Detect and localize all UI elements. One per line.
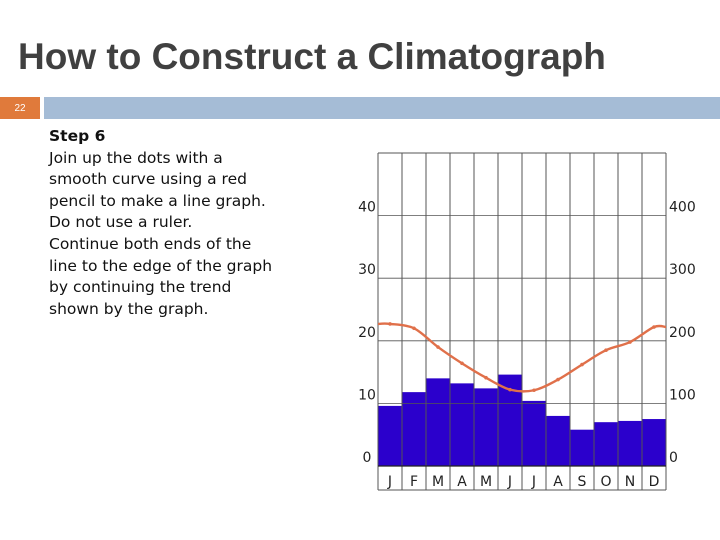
temperature-point bbox=[484, 375, 488, 380]
month-label: O bbox=[600, 474, 611, 490]
precipitation-bar bbox=[522, 400, 546, 466]
instruction-line: Join up the dots with a bbox=[49, 148, 223, 167]
instruction-line: line to the edge of the graph bbox=[49, 256, 273, 275]
temperature-point bbox=[388, 322, 392, 326]
instruction-line: Continue both ends of the bbox=[49, 234, 252, 253]
instruction-line: by continuing the trend bbox=[49, 278, 232, 297]
temperature-point bbox=[508, 387, 512, 392]
precipitation-bar bbox=[618, 420, 642, 466]
month-label: A bbox=[553, 474, 563, 490]
temperature-line bbox=[377, 322, 667, 393]
slide-title: How to Construct a Climatograph bbox=[18, 36, 606, 77]
temperature-point bbox=[460, 361, 464, 366]
left-axis-tick-label: 20 bbox=[358, 325, 376, 341]
month-label: A bbox=[457, 474, 467, 490]
month-label: J bbox=[507, 474, 512, 490]
month-label: S bbox=[578, 474, 587, 490]
instruction-line: shown by the graph. bbox=[49, 299, 209, 318]
slide-number-badge: 22 bbox=[0, 97, 40, 119]
precipitation-bar bbox=[546, 415, 570, 466]
left-axis-tick-label: 10 bbox=[358, 387, 376, 403]
precipitation-bar bbox=[402, 392, 426, 466]
precipitation-bar bbox=[474, 388, 498, 466]
temperature-point bbox=[604, 348, 608, 352]
temperature-point bbox=[580, 362, 584, 367]
right-axis-tick-label: 0 bbox=[669, 450, 678, 466]
precipitation-bar bbox=[426, 378, 450, 466]
month-label: D bbox=[649, 474, 660, 490]
month-label: F bbox=[410, 474, 418, 490]
month-label: J bbox=[387, 474, 392, 490]
month-label: M bbox=[480, 474, 492, 490]
temperature-point bbox=[532, 388, 536, 393]
instruction-line: Do not use a ruler. bbox=[49, 213, 193, 232]
precipitation-bar bbox=[450, 383, 474, 466]
slide-number: 22 bbox=[14, 102, 26, 114]
temperature-point bbox=[412, 326, 416, 331]
left-axis-tick-label: 30 bbox=[358, 262, 376, 278]
right-axis-tick-label: 400 bbox=[669, 200, 696, 216]
left-axis-tick-label: 40 bbox=[358, 200, 376, 216]
left-axis-tick-label: 0 bbox=[363, 450, 372, 466]
temperature-point bbox=[436, 345, 440, 349]
right-axis-tick-label: 100 bbox=[669, 387, 696, 403]
instruction-line: smooth curve using a red bbox=[49, 170, 247, 189]
right-axis-tick-label: 300 bbox=[669, 262, 696, 278]
month-label: J bbox=[531, 474, 536, 490]
temperature-point bbox=[652, 325, 656, 329]
instruction-text: Step 6 Join up the dots with a smooth cu… bbox=[49, 126, 319, 320]
month-label: N bbox=[625, 474, 635, 490]
right-axis-tick-label: 200 bbox=[669, 325, 696, 341]
precipitation-bar bbox=[642, 419, 666, 466]
title-divider-bar bbox=[44, 97, 720, 119]
temperature-point bbox=[556, 377, 560, 382]
month-label: M bbox=[432, 474, 444, 490]
precipitation-bar bbox=[378, 405, 402, 466]
step-heading: Step 6 bbox=[49, 127, 106, 145]
precipitation-bar bbox=[570, 429, 594, 466]
precipitation-bar bbox=[594, 422, 618, 466]
temperature-point bbox=[628, 340, 632, 344]
instruction-line: pencil to make a line graph. bbox=[49, 191, 266, 210]
